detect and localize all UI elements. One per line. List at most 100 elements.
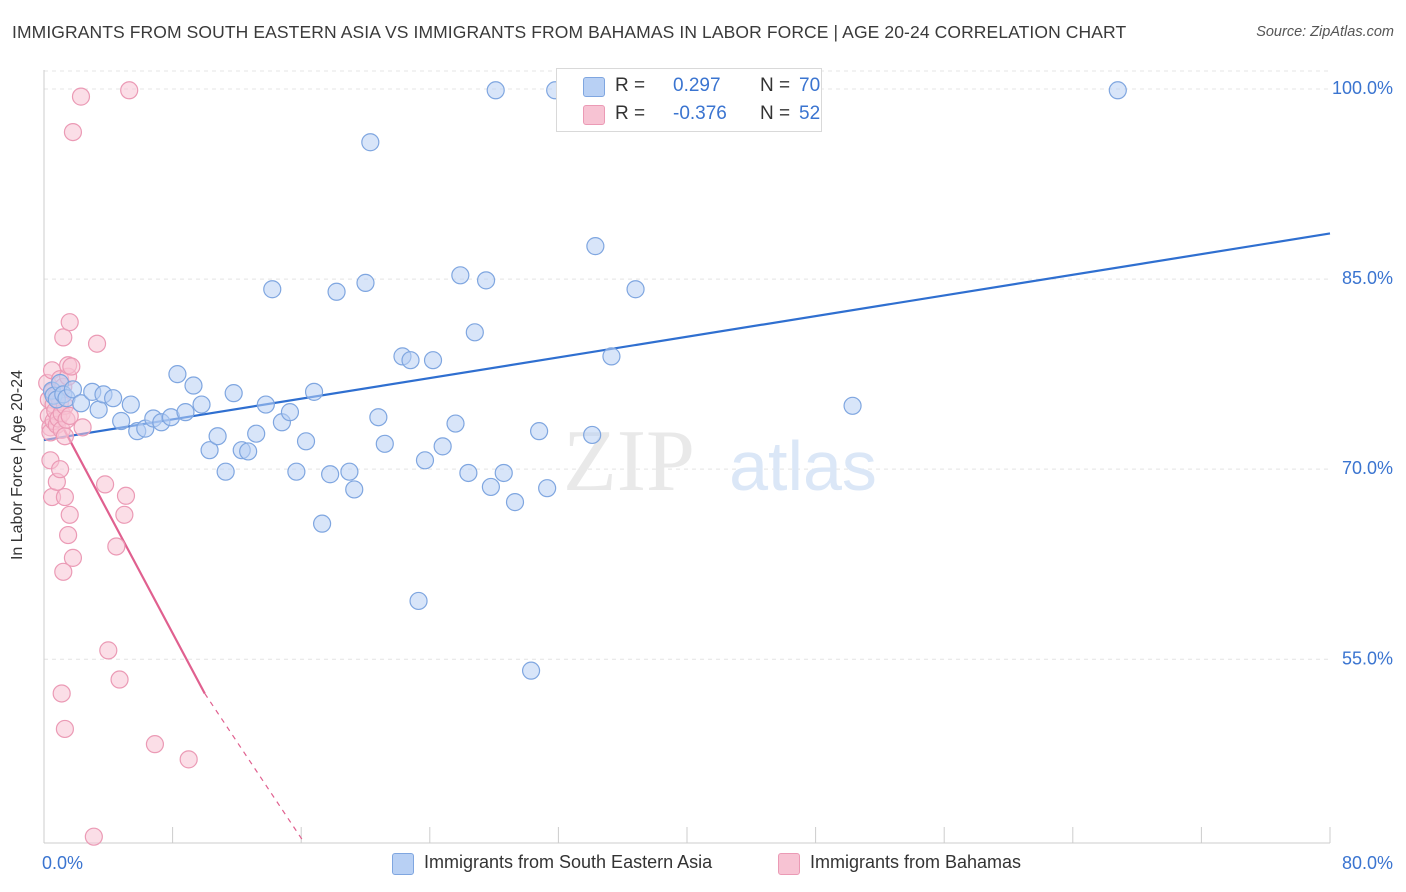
legend-swatch-blue [583,77,605,97]
y-tick-label: 85.0% [1342,268,1393,288]
data-point-bahamas [63,548,83,567]
data-point-sea [505,493,525,512]
data-point-sea [345,480,364,499]
legend-r-value-bahamas: -0.376 [673,103,727,124]
data-point-sea [602,347,621,366]
trend-lines [43,232,1331,844]
data-point-bahamas [115,505,134,524]
data-point-sea [121,395,140,414]
watermark-atlas: atlas [729,427,877,505]
data-point-sea [104,389,123,408]
data-point-sea [216,462,235,481]
y-tick-label: 70.0% [1342,458,1393,478]
data-point-sea [321,465,340,484]
data-point-sea [340,462,359,481]
bottom-legend-label-sea: Immigrants from South Eastern Asia [424,852,713,872]
watermark: ZIP atlas [563,413,877,510]
data-point-bahamas [55,427,74,446]
data-point-sea [208,427,227,446]
data-point-sea [263,280,282,299]
data-point-bahamas [52,684,71,703]
data-point-sea [451,266,470,285]
data-point-bahamas [99,641,118,660]
y-tick-label: 100.0% [1332,78,1393,98]
trend-line-bahamas [55,415,206,694]
sea-points [42,81,1127,680]
data-point-sea [446,414,465,433]
data-point-sea [459,463,478,483]
data-point-bahamas [179,750,198,769]
data-point-sea [409,591,428,611]
source-credit: Source: ZipAtlas.com [1256,24,1394,40]
data-point-sea [465,323,484,342]
legend-swatch-pink [583,105,605,125]
data-point-sea [494,463,513,483]
data-point-sea [112,411,131,431]
data-point-sea [401,351,420,370]
data-point-sea [312,514,332,533]
legend-n-label: N = [760,75,791,96]
data-point-bahamas [110,670,129,689]
data-point-sea [481,477,500,497]
data-point-bahamas [55,487,74,507]
data-point-bahamas [73,418,92,437]
data-point-sea [521,661,541,680]
data-point-bahamas [54,328,73,347]
data-point-bahamas [62,357,81,376]
data-point-sea [369,408,388,427]
data-point-bahamas [71,87,91,106]
legend-n-label: N = [760,103,791,124]
data-point-sea [256,395,275,414]
data-point-sea [192,395,211,414]
legend-n-value-sea: 70 [799,75,821,96]
data-point-sea [184,376,203,395]
data-point-bahamas [60,313,79,332]
data-point-sea [176,403,195,422]
data-point-sea [476,271,496,290]
data-point-bahamas [120,81,139,100]
data-point-bahamas [54,562,73,581]
trend-line-sea [43,232,1331,442]
data-point-sea [168,365,187,384]
tick-labels: 55.0% 70.0% 85.0% 100.0% 0.0% 80.0% [42,78,1393,873]
data-point-bahamas [59,525,78,545]
data-point-sea [287,462,306,481]
data-point-sea [200,441,219,460]
data-point-sea [423,351,443,370]
grid-lines [44,70,1330,660]
data-point-sea [583,425,602,445]
bottom-legend-swatch-pink [778,853,800,875]
data-point-sea [327,282,346,301]
data-point-bahamas [63,122,83,142]
bottom-legend-swatch-blue [392,853,414,875]
data-point-bahamas [116,486,136,505]
data-point-bahamas [60,406,79,426]
data-point-sea [1108,81,1127,100]
chart-title: IMMIGRANTS FROM SOUTH EASTERN ASIA VS IM… [12,22,1127,42]
data-point-sea [239,442,258,461]
data-point-sea [356,273,375,292]
data-point-sea [538,479,557,498]
legend-r-label: R = [615,103,646,124]
data-point-sea [304,382,324,401]
correlation-legend: R = 0.297 N = 70 R = -0.376 N = 52 [556,68,822,132]
data-point-bahamas [50,460,70,479]
data-point-bahamas [95,475,115,494]
data-point-sea [280,403,300,422]
data-point-sea [63,380,83,399]
data-point-sea [89,400,108,419]
data-point-sea [71,394,91,413]
data-point-sea [626,280,645,299]
data-point-sea [375,434,394,453]
data-point-sea [843,396,862,415]
legend-n-value-bahamas: 52 [799,103,821,124]
data-point-sea [415,451,435,470]
watermark-zip: ZIP [563,413,695,510]
legend-r-label: R = [615,75,646,96]
data-point-sea [586,237,605,256]
trend-line-bahamas-extension [204,693,305,844]
bottom-legend-label-bahamas: Immigrants from Bahamas [810,852,1022,872]
data-point-bahamas [60,505,79,524]
data-point-bahamas [87,334,107,353]
